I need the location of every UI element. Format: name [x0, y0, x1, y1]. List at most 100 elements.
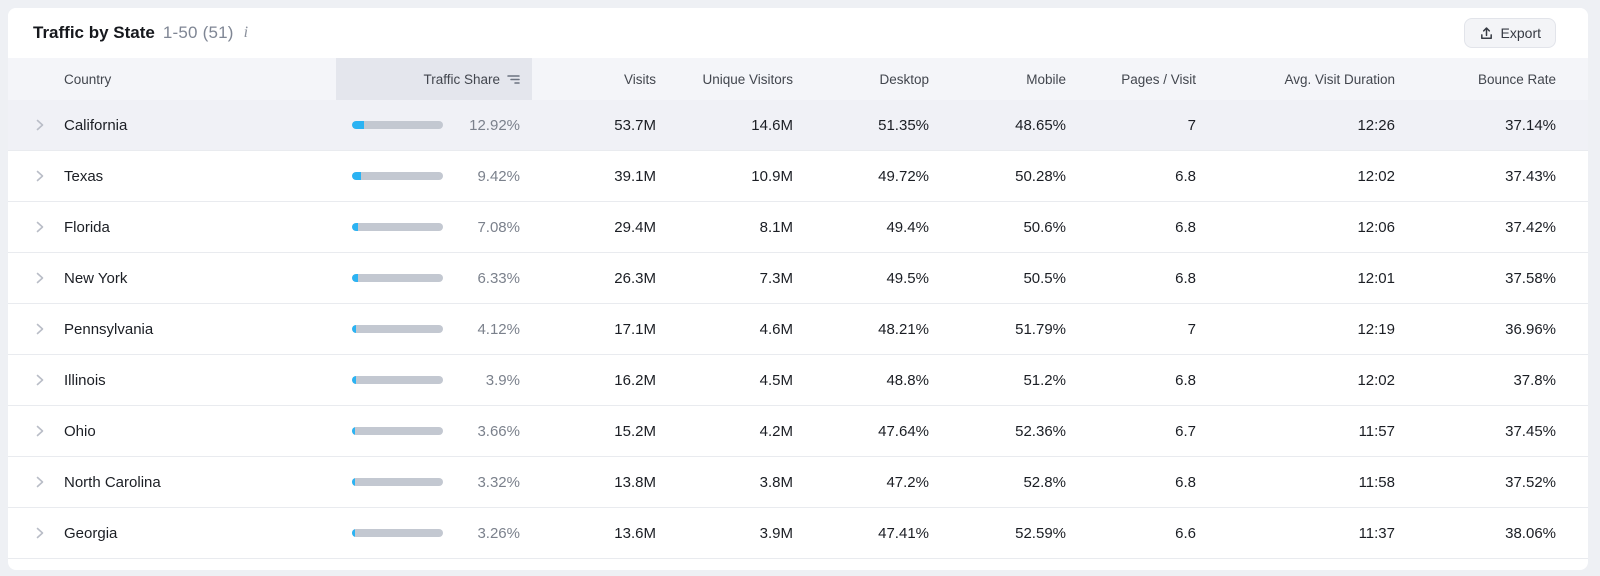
column-header-label: Desktop — [879, 71, 929, 87]
traffic-share-value: 9.42% — [477, 167, 520, 185]
card-titlebar: Traffic by State 1-50 (51) i Export — [8, 8, 1588, 58]
traffic-by-state-card: Traffic by State 1-50 (51) i Export Coun… — [8, 8, 1588, 570]
info-icon[interactable]: i — [243, 24, 249, 41]
traffic-share-cell: 3.32% — [336, 474, 532, 491]
table-body: California 12.92% 53.7M 14.6M 51.35% 48.… — [8, 100, 1588, 559]
table-row[interactable]: New York 6.33% 26.3M 7.3M 49.5% 50.5% 6.… — [8, 253, 1588, 304]
country-cell: New York — [8, 270, 336, 287]
traffic-share-bar — [352, 478, 443, 486]
table-header-row: Country Traffic Share Visits Unique Visi… — [8, 58, 1588, 100]
country-cell: Texas — [8, 168, 336, 185]
table-row[interactable]: Georgia 3.26% 13.6M 3.9M 47.41% 52.59% 6… — [8, 508, 1588, 559]
column-header-visits[interactable]: Visits — [532, 58, 656, 100]
chevron-right-icon[interactable] — [32, 525, 48, 541]
column-header-pages-per-visit[interactable]: Pages / Visit — [1066, 58, 1196, 100]
traffic-share-bar — [352, 223, 443, 231]
traffic-share-fill — [352, 223, 359, 231]
unique-visitors-value: 4.5M — [759, 371, 793, 389]
traffic-share-bar — [352, 376, 443, 384]
avg-visit-duration-value: 12:01 — [1357, 269, 1395, 287]
column-header-label: Traffic Share — [423, 71, 500, 87]
column-header-avg-visit-duration[interactable]: Avg. Visit Duration — [1196, 58, 1395, 100]
table-row[interactable]: Ohio 3.66% 15.2M 4.2M 47.64% 52.36% 6.7 … — [8, 406, 1588, 457]
traffic-share-cell: 7.08% — [336, 219, 532, 236]
traffic-share-cell: 3.26% — [336, 525, 532, 542]
column-header-mobile[interactable]: Mobile — [929, 58, 1066, 100]
traffic-share-cell: 12.92% — [336, 117, 532, 134]
mobile-share-value: 50.6% — [1023, 218, 1066, 236]
traffic-share-value: 4.12% — [477, 320, 520, 338]
avg-visit-duration-value: 12:26 — [1357, 116, 1395, 134]
column-header-unique-visitors[interactable]: Unique Visitors — [656, 58, 793, 100]
column-header-label: Pages / Visit — [1121, 71, 1196, 87]
state-name: Ohio — [64, 422, 96, 440]
chevron-right-icon[interactable] — [32, 423, 48, 439]
unique-visitors-value: 4.2M — [759, 422, 793, 440]
table-row[interactable]: Pennsylvania 4.12% 17.1M 4.6M 48.21% 51.… — [8, 304, 1588, 355]
traffic-share-cell: 3.9% — [336, 372, 532, 389]
state-name: Illinois — [64, 371, 106, 389]
unique-visitors-value: 3.8M — [759, 473, 793, 491]
state-name: Florida — [64, 218, 110, 236]
table-row[interactable]: North Carolina 3.32% 13.8M 3.8M 47.2% 52… — [8, 457, 1588, 508]
chevron-right-icon[interactable] — [32, 219, 48, 235]
country-cell: California — [8, 117, 336, 134]
state-name: California — [64, 116, 128, 134]
visits-value: 17.1M — [614, 320, 656, 338]
visits-value: 29.4M — [614, 218, 656, 236]
traffic-share-value: 12.92% — [469, 116, 520, 134]
traffic-share-value: 3.26% — [477, 524, 520, 542]
chevron-right-icon[interactable] — [32, 372, 48, 388]
traffic-share-fill — [352, 274, 358, 282]
pages-per-visit-value: 6.8 — [1175, 371, 1196, 389]
chevron-right-icon[interactable] — [32, 117, 48, 133]
avg-visit-duration-value: 11:58 — [1358, 473, 1395, 491]
column-header-bounce-rate[interactable]: Bounce Rate — [1395, 58, 1556, 100]
mobile-share-value: 50.5% — [1023, 269, 1066, 287]
table-row[interactable]: Texas 9.42% 39.1M 10.9M 49.72% 50.28% 6.… — [8, 151, 1588, 202]
column-header-country[interactable]: Country — [8, 58, 336, 100]
pages-per-visit-value: 6.8 — [1175, 473, 1196, 491]
avg-visit-duration-value: 12:06 — [1357, 218, 1395, 236]
pages-per-visit-value: 7 — [1187, 320, 1196, 338]
avg-visit-duration-value: 12:02 — [1357, 167, 1395, 185]
chevron-right-icon[interactable] — [32, 168, 48, 184]
country-cell: Ohio — [8, 423, 336, 440]
export-upload-icon — [1479, 26, 1494, 41]
column-header-label: Visits — [623, 71, 656, 87]
mobile-share-value: 52.36% — [1015, 422, 1066, 440]
traffic-share-bar — [352, 121, 443, 129]
sort-descending-icon — [507, 72, 520, 87]
bounce-rate-value: 37.43% — [1505, 167, 1556, 185]
column-header-traffic-share[interactable]: Traffic Share — [336, 58, 532, 100]
mobile-share-value: 52.8% — [1023, 473, 1066, 491]
unique-visitors-value: 8.1M — [759, 218, 793, 236]
traffic-share-fill — [352, 376, 356, 384]
traffic-share-fill — [352, 427, 356, 435]
traffic-share-cell: 3.66% — [336, 423, 532, 440]
avg-visit-duration-value: 12:19 — [1357, 320, 1395, 338]
traffic-share-fill — [352, 529, 355, 537]
chevron-right-icon[interactable] — [32, 474, 48, 490]
pages-per-visit-value: 6.8 — [1175, 167, 1196, 185]
state-name: New York — [64, 269, 128, 287]
bounce-rate-value: 37.58% — [1505, 269, 1556, 287]
table-row[interactable]: Florida 7.08% 29.4M 8.1M 49.4% 50.6% 6.8… — [8, 202, 1588, 253]
table-row[interactable]: Illinois 3.9% 16.2M 4.5M 48.8% 51.2% 6.8… — [8, 355, 1588, 406]
visits-value: 39.1M — [614, 167, 656, 185]
traffic-share-value: 6.33% — [477, 269, 520, 287]
chevron-right-icon[interactable] — [32, 270, 48, 286]
traffic-share-cell: 9.42% — [336, 168, 532, 185]
column-header-desktop[interactable]: Desktop — [793, 58, 929, 100]
country-cell: Illinois — [8, 372, 336, 389]
chevron-right-icon[interactable] — [32, 321, 48, 337]
state-name: Texas — [64, 167, 104, 185]
unique-visitors-value: 14.6M — [751, 116, 793, 134]
column-header-label: Avg. Visit Duration — [1284, 71, 1395, 87]
table-row[interactable]: California 12.92% 53.7M 14.6M 51.35% 48.… — [8, 100, 1588, 151]
traffic-share-bar — [352, 427, 443, 435]
column-header-label: Mobile — [1026, 71, 1066, 87]
traffic-share-bar — [352, 274, 443, 282]
export-button[interactable]: Export — [1463, 18, 1556, 48]
desktop-share-value: 48.21% — [878, 320, 929, 338]
